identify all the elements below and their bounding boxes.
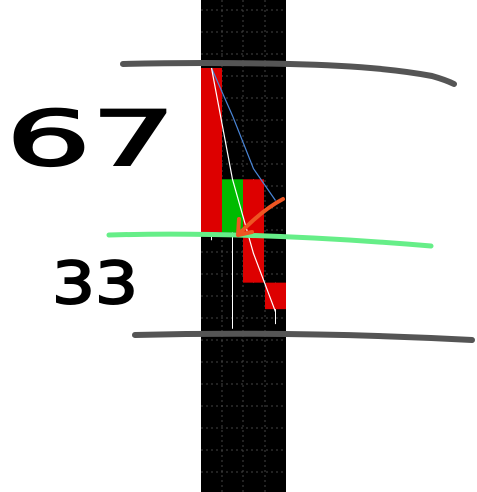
handwritten-label-33: 33 xyxy=(52,249,138,317)
level-line-lower xyxy=(132,330,475,343)
level-line-upper xyxy=(120,60,457,87)
handwritten-marks: 67 33 xyxy=(5,93,285,318)
candle-body-down xyxy=(201,68,222,233)
handwritten-label-67: 67 xyxy=(6,94,176,183)
level-lines xyxy=(106,60,475,343)
level-line-middle xyxy=(106,231,434,249)
indicator-line xyxy=(210,67,277,313)
overlay-lines xyxy=(210,67,277,313)
annotation-arrow-icon xyxy=(236,197,285,237)
indicator-line xyxy=(210,67,276,201)
candle-body-down xyxy=(265,282,286,310)
